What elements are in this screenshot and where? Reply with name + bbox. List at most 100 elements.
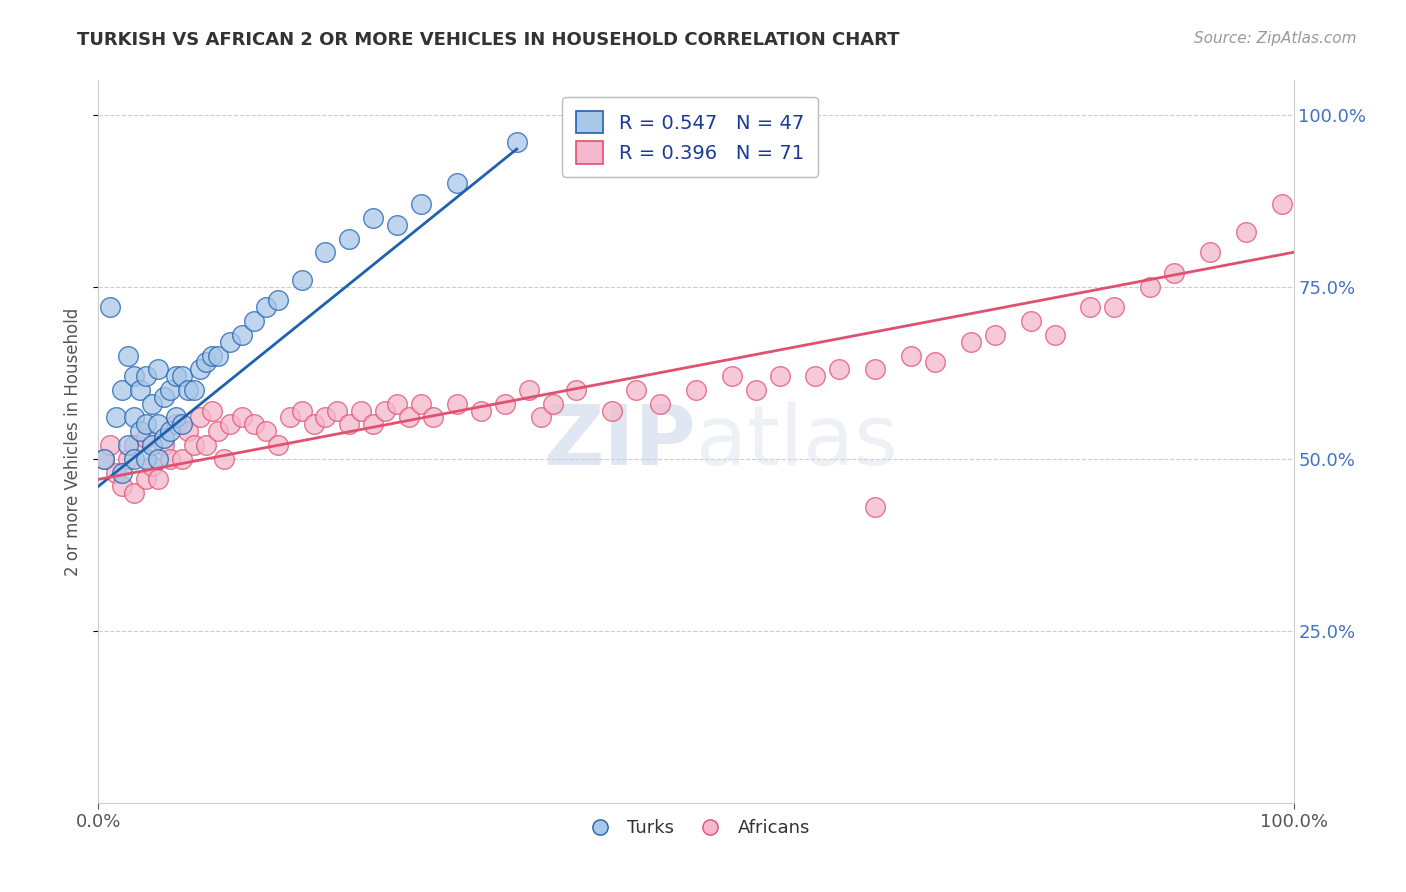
Point (111, 466, 134, 480)
Point (602, 403, 624, 417)
Point (153, 390, 176, 404)
Point (398, 410, 420, 425)
Point (254, 424, 277, 438)
Point (177, 424, 200, 438)
Point (141, 458, 163, 473)
Point (494, 397, 516, 411)
Point (153, 431, 176, 445)
Point (93, 451, 115, 466)
Point (446, 397, 468, 411)
Point (201, 403, 224, 417)
Point (93, 451, 115, 466)
Point (124, 410, 146, 425)
Point (363, 417, 385, 432)
Point (1043, 327, 1066, 342)
Point (530, 410, 553, 425)
Point (960, 334, 983, 349)
Point (721, 369, 744, 384)
Point (267, 438, 290, 452)
Point (243, 314, 266, 328)
Point (135, 417, 157, 432)
Point (98, 438, 122, 452)
Point (924, 355, 946, 369)
Point (141, 397, 163, 411)
Point (159, 383, 181, 397)
Point (626, 383, 648, 397)
Point (900, 349, 922, 363)
Point (172, 417, 194, 432)
Point (165, 417, 187, 432)
Point (768, 369, 790, 384)
Point (141, 438, 163, 452)
Point (207, 349, 229, 363)
Point (148, 417, 170, 432)
Point (212, 451, 235, 466)
Point (195, 355, 218, 369)
Point (165, 410, 187, 425)
Point (422, 410, 444, 425)
Point (124, 438, 146, 452)
Point (172, 369, 194, 384)
Text: atlas: atlas (696, 401, 897, 482)
Point (129, 424, 152, 438)
Point (195, 438, 218, 452)
Point (302, 417, 325, 432)
Point (1080, 301, 1102, 315)
Point (470, 403, 492, 417)
Point (165, 369, 187, 384)
Point (1163, 266, 1185, 280)
Point (135, 451, 157, 466)
Point (111, 383, 134, 397)
Point (865, 500, 887, 514)
Point (129, 383, 152, 397)
Point (172, 451, 194, 466)
Point (291, 403, 314, 417)
Point (374, 403, 396, 417)
Point (219, 417, 242, 432)
Point (1234, 225, 1257, 239)
Point (124, 486, 146, 500)
Point (231, 410, 253, 425)
Point (339, 231, 361, 245)
Point (98, 301, 122, 315)
Point (159, 424, 181, 438)
Point (804, 369, 827, 384)
Point (1019, 314, 1042, 328)
Point (135, 431, 157, 445)
Point (1271, 197, 1294, 211)
Point (278, 410, 301, 425)
Point (207, 424, 229, 438)
Point (339, 417, 361, 432)
Point (111, 479, 134, 493)
Point (648, 397, 672, 411)
Point (363, 211, 385, 225)
Point (188, 410, 211, 425)
Point (105, 466, 128, 480)
Point (326, 403, 349, 417)
Point (828, 362, 851, 376)
Text: Source: ZipAtlas.com: Source: ZipAtlas.com (1194, 31, 1357, 46)
Point (1199, 245, 1222, 260)
Point (183, 383, 205, 397)
Point (117, 451, 139, 466)
Point (315, 410, 337, 425)
Point (188, 362, 211, 376)
Point (148, 362, 170, 376)
Text: ZIP: ZIP (544, 401, 696, 482)
Point (565, 383, 588, 397)
Point (984, 327, 1007, 342)
Point (411, 197, 433, 211)
Point (517, 383, 540, 397)
Point (117, 438, 139, 452)
Point (243, 417, 266, 432)
Point (177, 383, 200, 397)
Point (865, 362, 887, 376)
Point (231, 327, 253, 342)
Legend: Turks, Africans: Turks, Africans (575, 812, 817, 845)
Point (1139, 279, 1161, 293)
Point (254, 301, 277, 315)
Point (153, 438, 176, 452)
Point (385, 218, 409, 232)
Point (105, 410, 128, 425)
Point (148, 451, 170, 466)
